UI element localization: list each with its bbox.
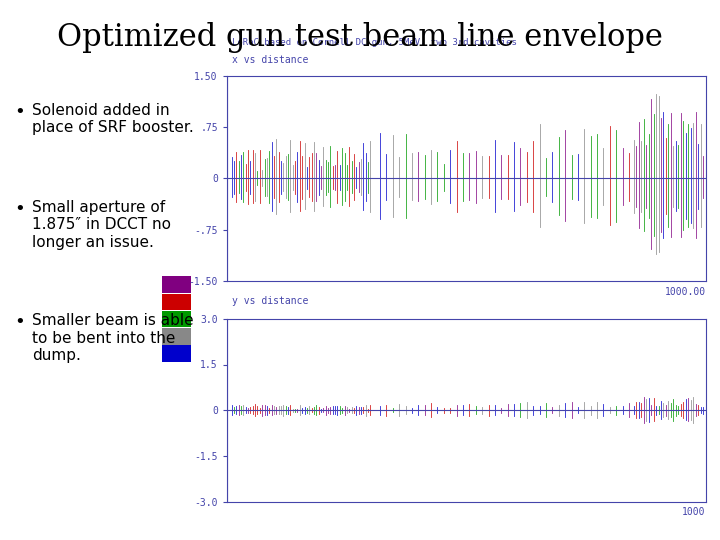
Text: Smaller beam is able
to be bent into the
dump.: Smaller beam is able to be bent into the…: [32, 313, 194, 363]
Bar: [162, 276, 191, 293]
Text: LoRoC based on Cornell DC gun, 5MeV, two 3rd cavities: LoRoC based on Cornell DC gun, 5MeV, two…: [232, 38, 516, 47]
Text: •: •: [14, 313, 25, 331]
Bar: [162, 311, 191, 327]
Text: 1000: 1000: [682, 507, 706, 517]
Bar: [162, 294, 191, 310]
Text: x vs distance: x vs distance: [232, 55, 308, 65]
Text: •: •: [14, 200, 25, 218]
Text: Small aperture of
1.875″ in DCCT no
longer an issue.: Small aperture of 1.875″ in DCCT no long…: [32, 200, 171, 249]
Bar: [162, 346, 191, 362]
Text: 1000.00: 1000.00: [665, 287, 706, 297]
Text: Optimized gun test beam line envelope: Optimized gun test beam line envelope: [57, 22, 663, 52]
Bar: [162, 328, 191, 345]
Text: •: •: [14, 103, 25, 120]
Text: Solenoid added in
place of SRF booster.: Solenoid added in place of SRF booster.: [32, 103, 194, 135]
Text: y vs distance: y vs distance: [232, 296, 308, 306]
